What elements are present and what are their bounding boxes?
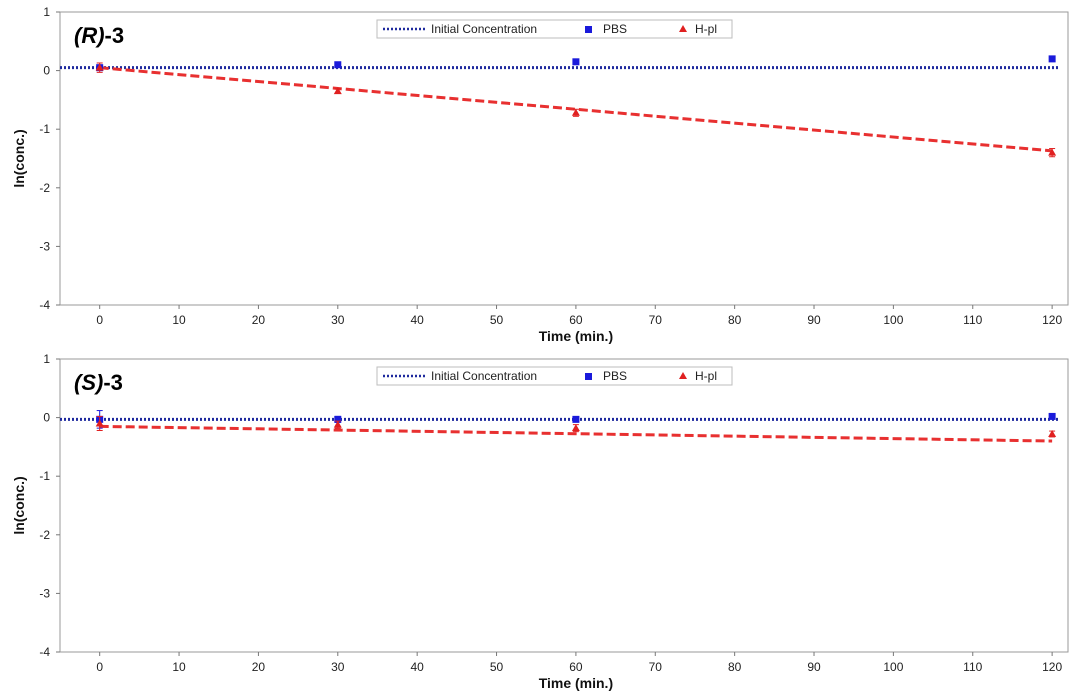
legend: Initial Concentration PBS H-pl	[376, 366, 733, 386]
pbs-point	[572, 58, 580, 66]
hpl-trendline	[99, 66, 1053, 153]
legend-hpl-label: H-pl	[695, 22, 717, 36]
plot-frame	[59, 358, 1069, 653]
hpl-trendline	[99, 424, 1053, 443]
legend-box	[376, 366, 733, 386]
legend: Initial Concentration PBS H-pl	[376, 19, 733, 39]
hpl-point	[571, 424, 580, 432]
legend-initial-label: Initial Concentration	[431, 369, 537, 383]
y-tick-label: -1	[39, 469, 50, 483]
panel-title-italic: (R)	[74, 23, 105, 48]
pbs-point	[572, 415, 580, 423]
panel-title-italic: (S)	[74, 370, 103, 395]
x-tick-label: 60	[569, 313, 583, 327]
hpl-point	[95, 63, 104, 71]
x-tick-label: 50	[490, 313, 504, 327]
y-tick-label: -4	[39, 298, 50, 312]
y-tick-label: -1	[39, 122, 50, 136]
legend-pbs-swatch	[585, 26, 592, 33]
hpl-point	[333, 420, 342, 428]
pbs-point	[1048, 55, 1056, 63]
pbs-point	[1048, 412, 1056, 420]
y-tick-label: -3	[39, 586, 50, 600]
y-tick-label: -4	[39, 645, 50, 659]
x-tick-label: 10	[172, 660, 186, 674]
x-tick-label: 20	[252, 660, 266, 674]
x-tick-label: 0	[96, 660, 103, 674]
hpl-point	[1048, 148, 1057, 156]
x-tick-label: 100	[883, 660, 903, 674]
x-tick-label: 40	[410, 313, 424, 327]
x-tick-label: 120	[1042, 660, 1062, 674]
legend-pbs-swatch	[585, 373, 592, 380]
legend-initial-label: Initial Concentration	[431, 22, 537, 36]
y-tick-label: -2	[39, 181, 50, 195]
y-tick-label: 1	[43, 352, 50, 366]
x-tick-label: 80	[728, 313, 742, 327]
x-tick-label: 0	[96, 313, 103, 327]
x-tick-label: 30	[331, 660, 345, 674]
y-tick-label: -2	[39, 528, 50, 542]
x-axis-title: Time (min.)	[539, 675, 613, 691]
x-tick-label: 90	[807, 313, 821, 327]
y-axis-title: ln(conc.)	[11, 129, 27, 187]
x-tick-label: 80	[728, 660, 742, 674]
legend-pbs-label: PBS	[603, 22, 627, 36]
x-tick-label: 100	[883, 313, 903, 327]
hpl-point	[333, 87, 342, 95]
x-tick-label: 120	[1042, 313, 1062, 327]
x-tick-label: 50	[490, 660, 504, 674]
hpl-point	[571, 108, 580, 116]
legend-hpl-swatch	[679, 25, 687, 32]
plot-frame	[59, 11, 1069, 306]
x-tick-label: 60	[569, 660, 583, 674]
y-tick-label: 0	[43, 64, 50, 78]
panel-title: (S)-3	[74, 370, 123, 395]
legend-hpl-swatch	[679, 372, 687, 379]
x-tick-label: 70	[649, 313, 663, 327]
y-tick-label: 0	[43, 411, 50, 425]
panel-title-suffix: -3	[105, 23, 125, 48]
y-axis-title: ln(conc.)	[11, 476, 27, 534]
legend-hpl-label: H-pl	[695, 369, 717, 383]
pbs-point	[334, 61, 342, 69]
x-tick-label: 110	[963, 660, 982, 674]
hpl-point	[1048, 430, 1057, 438]
panel-title: (R)-3	[74, 23, 124, 48]
hpl-point	[95, 419, 104, 427]
x-tick-label: 70	[649, 660, 663, 674]
panel-title-suffix: -3	[103, 370, 123, 395]
chart-r3: 10-1-2-3-40 10 20 30 40 50 60 70 80 90 100 110 120Ti…	[11, 5, 1069, 344]
chart-s3: 10-1-2-3-40 10 20 30 40 50 60 70 80 90 100 110 120Ti…	[11, 352, 1069, 691]
x-tick-label: 110	[963, 313, 982, 327]
pbs-point	[334, 415, 342, 423]
y-tick-label: 1	[43, 5, 50, 19]
x-axis-title: Time (min.)	[539, 328, 613, 344]
legend-box	[376, 19, 733, 39]
x-tick-label: 20	[252, 313, 266, 327]
x-tick-label: 40	[410, 660, 424, 674]
x-tick-label: 30	[331, 313, 345, 327]
legend-pbs-label: PBS	[603, 369, 627, 383]
x-tick-label: 90	[807, 660, 821, 674]
y-tick-label: -3	[39, 239, 50, 253]
x-tick-label: 10	[172, 313, 186, 327]
